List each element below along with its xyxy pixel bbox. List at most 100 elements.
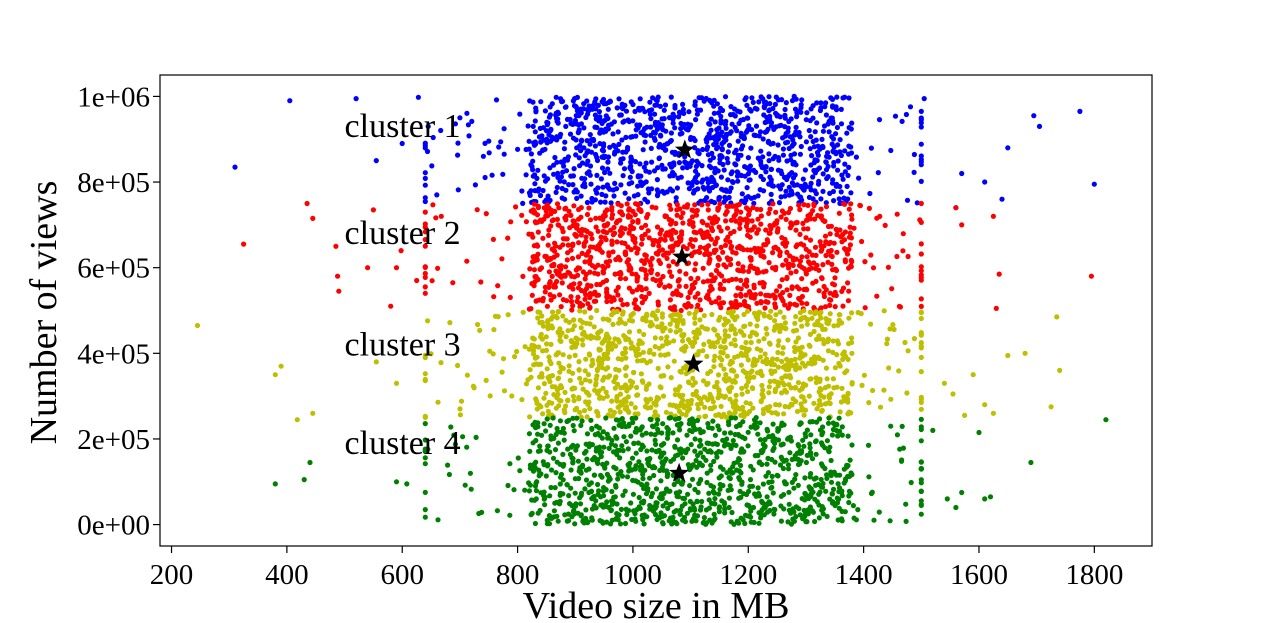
data-point-cluster-2 [531, 254, 537, 260]
data-point-cluster-2 [667, 297, 674, 303]
data-point-cluster-3 [641, 331, 647, 338]
data-point-cluster-3 [622, 396, 628, 402]
data-point-cluster-1 [570, 173, 577, 179]
data-point-cluster-2 [639, 300, 645, 306]
data-point-cluster-1 [705, 152, 712, 158]
data-point-cluster-1 [762, 119, 768, 126]
data-point-cluster-3 [612, 336, 618, 342]
data-point-cluster-1 [757, 129, 764, 135]
data-point-cluster-4 [588, 488, 595, 494]
data-point-cluster-3 [685, 379, 692, 385]
data-point-cluster-2 [365, 265, 371, 271]
data-point-cluster-3 [805, 360, 812, 366]
data-point-cluster-2 [593, 215, 599, 221]
data-point-cluster-1 [482, 140, 488, 146]
data-point-cluster-1 [593, 116, 599, 122]
data-point-cluster-2 [812, 216, 818, 222]
data-point-cluster-2 [690, 223, 696, 229]
data-point-cluster-4 [871, 517, 877, 523]
data-point-cluster-1 [562, 139, 568, 145]
data-point-cluster-2 [755, 216, 761, 222]
data-point-cluster-3 [745, 389, 751, 395]
data-point-cluster-4 [565, 446, 571, 452]
data-point-cluster-2 [737, 216, 743, 222]
data-point-cluster-2 [609, 241, 615, 247]
data-point-cluster-2 [700, 265, 706, 271]
data-point-cluster-1 [592, 197, 599, 203]
data-point-cluster-3 [836, 312, 842, 318]
data-point-cluster-3 [732, 337, 738, 343]
data-point-cluster-3 [825, 336, 831, 342]
data-point-cluster-2 [765, 239, 771, 245]
data-point-cluster-1 [766, 151, 772, 157]
data-point-cluster-3 [605, 350, 611, 356]
data-point-cluster-4 [762, 436, 768, 443]
data-point-cluster-3 [612, 385, 618, 391]
data-point-cluster-3 [555, 376, 561, 382]
data-point-cluster-3 [820, 326, 826, 332]
data-point-cluster-3 [704, 353, 710, 359]
data-point-cluster-1 [498, 139, 504, 145]
data-point-cluster-1 [587, 163, 594, 169]
data-point-cluster-1 [757, 187, 763, 193]
data-point-cluster-3 [754, 370, 761, 376]
data-point-cluster-4 [698, 504, 704, 510]
data-point-cluster-1 [820, 143, 826, 149]
data-point-cluster-3 [692, 320, 698, 326]
data-point-cluster-3 [530, 347, 536, 353]
data-point-cluster-4 [699, 462, 706, 469]
data-point-cluster-4 [561, 461, 567, 468]
data-point-cluster-4 [537, 443, 543, 449]
data-point-cluster-3 [826, 400, 832, 406]
data-point-cluster-2 [559, 225, 565, 231]
data-point-cluster-4 [632, 511, 638, 517]
data-point-cluster-4 [614, 447, 621, 453]
data-point-cluster-1 [659, 116, 665, 122]
data-point-cluster-2 [478, 279, 484, 285]
data-point-cluster-3 [509, 393, 515, 399]
data-point-cluster-3 [708, 394, 714, 400]
data-point-cluster-2 [721, 262, 727, 268]
data-point-cluster-1 [676, 160, 683, 166]
data-point-cluster-4 [604, 519, 610, 525]
data-point-cluster-1 [687, 163, 693, 169]
data-point-cluster-4 [674, 492, 681, 498]
data-point-cluster-4 [795, 482, 801, 488]
data-point-cluster-4 [635, 479, 641, 485]
data-point-cluster-3 [642, 404, 648, 410]
data-point-cluster-1 [641, 164, 647, 170]
data-point-cluster-3 [733, 392, 739, 398]
data-point-cluster-3 [760, 392, 766, 398]
data-point-cluster-4 [677, 427, 683, 433]
data-point-cluster-2 [837, 227, 843, 233]
data-point-cluster-1 [615, 129, 621, 135]
data-point-cluster-3 [540, 323, 547, 329]
data-point-cluster-3 [756, 338, 762, 344]
data-point-cluster-1 [751, 167, 757, 173]
data-point-cluster-2 [587, 294, 593, 301]
data-point-cluster-4 [422, 489, 428, 495]
data-point-cluster-1 [697, 107, 704, 113]
data-point-cluster-2 [794, 219, 800, 226]
data-point-cluster-4 [685, 491, 691, 497]
data-point-cluster-4 [643, 430, 649, 436]
data-point-cluster-4 [786, 501, 792, 507]
data-point-cluster-1 [830, 188, 837, 195]
data-point-cluster-2 [548, 207, 555, 213]
data-point-cluster-1 [567, 131, 574, 137]
data-point-cluster-2 [797, 258, 804, 264]
data-point-cluster-3 [1048, 404, 1054, 410]
data-point-cluster-1 [667, 138, 673, 145]
data-point-cluster-4 [640, 517, 646, 523]
data-point-cluster-3 [622, 365, 628, 371]
data-point-cluster-4 [918, 477, 924, 483]
data-point-cluster-2 [558, 263, 564, 269]
data-point-cluster-1 [804, 110, 810, 116]
y-tick-label: 1e+06 [77, 81, 150, 113]
data-point-cluster-1 [501, 126, 507, 132]
data-point-cluster-1 [735, 152, 742, 158]
data-point-cluster-1 [727, 130, 733, 136]
data-point-cluster-4 [713, 450, 720, 456]
data-point-cluster-1 [554, 134, 560, 140]
data-point-cluster-1 [576, 128, 582, 135]
